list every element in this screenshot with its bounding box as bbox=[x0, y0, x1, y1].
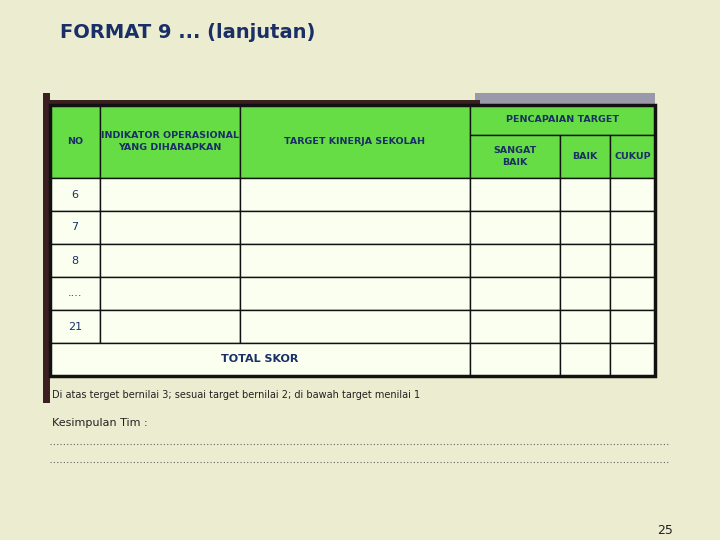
Bar bbox=[610, 211, 655, 244]
Text: Kesimpulan Tim :: Kesimpulan Tim : bbox=[52, 418, 148, 428]
Bar bbox=[100, 277, 240, 310]
Text: 7: 7 bbox=[71, 222, 78, 233]
Bar bbox=[470, 178, 560, 211]
Bar bbox=[560, 211, 610, 244]
Text: FORMAT 9 ... (lanjutan): FORMAT 9 ... (lanjutan) bbox=[60, 23, 315, 42]
Bar bbox=[240, 211, 470, 244]
Bar bbox=[610, 244, 655, 277]
Bar bbox=[610, 343, 655, 376]
Bar bbox=[100, 178, 240, 211]
Bar bbox=[470, 244, 560, 277]
Text: NO: NO bbox=[67, 137, 83, 146]
Text: BAIK: BAIK bbox=[572, 152, 598, 161]
Bar bbox=[470, 211, 560, 244]
Text: TOTAL SKOR: TOTAL SKOR bbox=[221, 354, 299, 364]
Text: TARGET KINERJA SEKOLAH: TARGET KINERJA SEKOLAH bbox=[284, 137, 426, 146]
Bar bbox=[100, 105, 240, 178]
Bar bbox=[100, 310, 240, 343]
Bar bbox=[470, 310, 560, 343]
Bar bbox=[43, 93, 50, 403]
Bar bbox=[240, 178, 470, 211]
Bar bbox=[610, 135, 655, 178]
Bar bbox=[100, 244, 240, 277]
Bar bbox=[470, 135, 560, 178]
Text: 21: 21 bbox=[68, 321, 82, 332]
Bar bbox=[560, 277, 610, 310]
Bar bbox=[560, 310, 610, 343]
Bar bbox=[50, 105, 655, 376]
Bar bbox=[50, 277, 100, 310]
Bar bbox=[50, 244, 100, 277]
Bar bbox=[50, 310, 100, 343]
Bar bbox=[610, 310, 655, 343]
Bar bbox=[50, 105, 100, 178]
Bar bbox=[50, 100, 480, 105]
Bar bbox=[100, 211, 240, 244]
Text: 6: 6 bbox=[71, 190, 78, 199]
Bar bbox=[610, 178, 655, 211]
Bar bbox=[50, 343, 470, 376]
Text: ....: .... bbox=[68, 288, 82, 299]
Bar bbox=[560, 135, 610, 178]
Bar bbox=[240, 277, 470, 310]
Bar bbox=[610, 277, 655, 310]
Bar bbox=[470, 105, 655, 135]
Bar bbox=[470, 277, 560, 310]
Bar bbox=[240, 310, 470, 343]
Text: CUKUP: CUKUP bbox=[614, 152, 651, 161]
Bar bbox=[240, 105, 470, 178]
Text: PENCAPAIAN TARGET: PENCAPAIAN TARGET bbox=[506, 116, 619, 125]
Bar bbox=[50, 211, 100, 244]
Bar bbox=[50, 178, 100, 211]
Bar bbox=[470, 343, 560, 376]
Bar bbox=[475, 93, 655, 106]
Bar bbox=[240, 244, 470, 277]
Text: Di atas terget bernilai 3; sesuai target bernilai 2; di bawah target menilai 1: Di atas terget bernilai 3; sesuai target… bbox=[52, 390, 420, 400]
Text: INDIKATOR OPERASIONAL
YANG DIHARAPKAN: INDIKATOR OPERASIONAL YANG DIHARAPKAN bbox=[101, 131, 239, 152]
Bar bbox=[560, 178, 610, 211]
Bar bbox=[560, 343, 610, 376]
Text: SANGAT
BAIK: SANGAT BAIK bbox=[493, 146, 536, 167]
Text: 25: 25 bbox=[657, 523, 673, 537]
Bar bbox=[560, 244, 610, 277]
Text: 8: 8 bbox=[71, 255, 78, 266]
